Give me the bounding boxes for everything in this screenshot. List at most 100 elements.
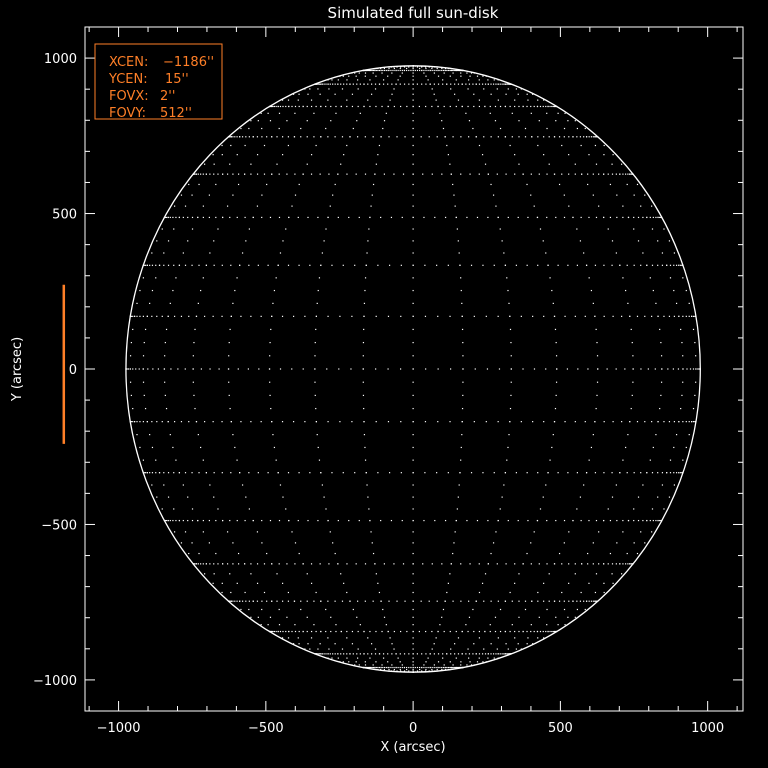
longitude-dot (227, 368, 230, 370)
longitude-dot (323, 240, 325, 242)
longitude-dot (494, 120, 497, 122)
longitude-dot (248, 127, 250, 130)
latitude-dot (580, 519, 582, 522)
longitude-dot (557, 624, 559, 626)
longitude-dot (366, 484, 368, 486)
longitude-dot (369, 666, 371, 669)
longitude-dot (603, 519, 605, 522)
longitude-dot (412, 144, 414, 147)
longitude-dot (292, 93, 295, 95)
longitude-dot (372, 72, 374, 74)
longitude-dot (288, 519, 290, 522)
longitude-dot (616, 194, 618, 196)
latitude-dot (473, 630, 475, 633)
latitude-dot (334, 136, 336, 138)
longitude-dot (374, 563, 376, 565)
longitude-dot (165, 328, 168, 331)
longitude-dot (557, 112, 559, 114)
latitude-dot (191, 519, 194, 522)
latitude-dot (400, 315, 402, 317)
latitude-dot (275, 630, 277, 633)
latitude-dot (592, 173, 594, 175)
latitude-dot (492, 83, 495, 85)
longitude-dot (496, 88, 498, 90)
latitude-dot (278, 519, 281, 522)
latitude-dot (490, 653, 492, 655)
latitude-dot (325, 630, 327, 633)
longitude-dot (556, 368, 558, 370)
longitude-dot (427, 79, 429, 81)
latitude-dot (490, 600, 492, 602)
latitude-dot (364, 173, 367, 175)
longitude-dot (450, 173, 452, 175)
longitude-dot (685, 289, 687, 292)
longitude-dot (330, 120, 332, 122)
longitude-dot (632, 381, 634, 383)
longitude-dot (234, 446, 236, 449)
longitude-dot (228, 394, 230, 397)
latitude-dot (626, 264, 628, 266)
latitude-dot (675, 472, 678, 474)
longitude-dot (374, 648, 377, 650)
latitude-dot (143, 264, 145, 266)
longitude-dot (362, 381, 364, 383)
latitude-dot (647, 368, 649, 370)
latitude-dot (382, 666, 384, 669)
latitude-dot (433, 653, 435, 655)
longitude-dot (354, 72, 356, 74)
longitude-dot (315, 591, 317, 594)
latitude-dot (526, 472, 528, 474)
latitude-dot (416, 83, 419, 85)
longitude-dot (444, 69, 446, 72)
longitude-dot (507, 648, 509, 650)
longitude-dot (328, 88, 330, 90)
latitude-dot (568, 173, 570, 175)
longitude-dot (369, 216, 371, 219)
longitude-dot (668, 240, 671, 242)
latitude-dot (478, 563, 480, 565)
longitude-dot (688, 302, 690, 304)
latitude-dot (369, 630, 371, 633)
latitude-dot (673, 315, 676, 317)
longitude-dot (609, 552, 612, 555)
longitude-dot (300, 608, 302, 611)
latitude-dot (444, 519, 447, 522)
longitude-dot (436, 668, 438, 671)
longitude-dot (275, 459, 277, 461)
latitude-dot (354, 264, 356, 266)
latitude-dot (449, 105, 451, 108)
latitude-dot (574, 173, 576, 175)
longitude-dot (509, 591, 511, 594)
longitude-dot (478, 591, 481, 594)
latitude-dot (537, 472, 539, 474)
longitude-dot (455, 216, 457, 219)
latitude-dot (132, 421, 134, 423)
latitude-dot (377, 264, 379, 266)
longitude-dot (588, 154, 590, 156)
latitude-dot (458, 666, 460, 669)
latitude-dot (155, 472, 157, 474)
latitude-dot (397, 666, 399, 669)
longitude-dot (510, 368, 512, 370)
latitude-dot (530, 173, 532, 175)
longitude-dot (257, 120, 259, 122)
longitude-dot (252, 600, 254, 602)
longitude-dot (660, 381, 663, 383)
longitude-dot (367, 637, 369, 639)
longitude-dot (197, 216, 199, 219)
latitude-dot (248, 136, 250, 138)
latitude-dot (611, 563, 614, 565)
longitude-dot (281, 99, 284, 101)
latitude-dot (309, 472, 311, 474)
longitude-dot (340, 573, 342, 575)
longitude-dot (504, 630, 507, 633)
longitude-dot (182, 252, 184, 254)
longitude-dot (412, 563, 414, 565)
latitude-dot (454, 83, 456, 85)
latitude-dot (587, 563, 589, 565)
longitude-dot (594, 144, 597, 147)
longitude-dot (441, 668, 443, 671)
latitude-dot (325, 105, 327, 108)
longitude-dot (567, 616, 569, 618)
longitude-dot (164, 355, 166, 357)
